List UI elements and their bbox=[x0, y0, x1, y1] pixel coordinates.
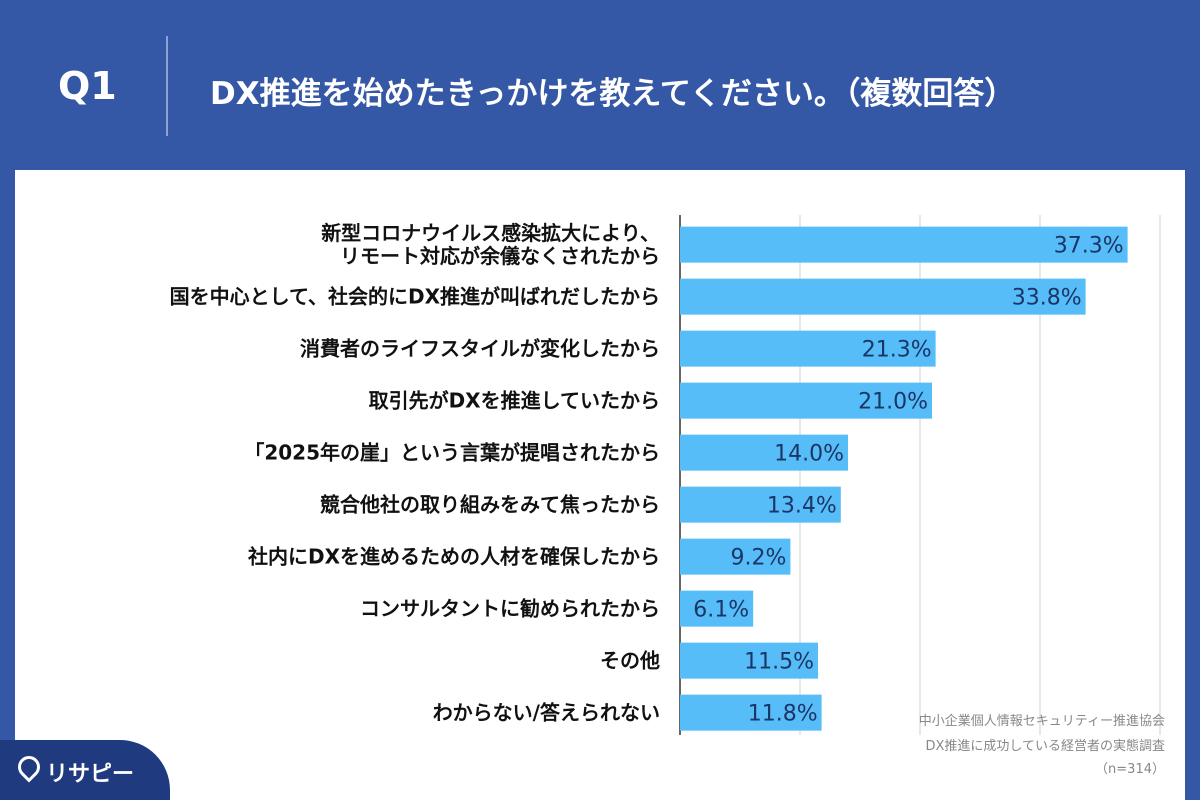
value-label: 21.3% bbox=[862, 338, 932, 363]
value-label: 14.0% bbox=[774, 442, 844, 467]
bar bbox=[680, 434, 848, 471]
category-label: 社内にDXを進めるための人材を確保したから bbox=[247, 544, 660, 569]
bar bbox=[680, 226, 1128, 263]
category-label: 競合他社の取り組みをみて焦ったから bbox=[320, 492, 660, 517]
bar bbox=[680, 694, 822, 731]
source: （n=314） bbox=[1095, 762, 1165, 777]
category-label: コンサルタントに勧められたから bbox=[360, 596, 660, 621]
title: DX推進を始めたきっかけを教えてください。（複数回答） bbox=[210, 76, 1016, 112]
value-label: 21.0% bbox=[858, 390, 928, 415]
bar bbox=[680, 278, 1086, 315]
value-label: 11.5% bbox=[744, 650, 814, 675]
value-label: 13.4% bbox=[767, 494, 837, 519]
value-label: 9.2% bbox=[730, 546, 786, 571]
category-label: 取引先がDXを推進していたから bbox=[368, 388, 660, 413]
value-label: 6.1% bbox=[693, 598, 749, 623]
source: DX推進に成功している経営者の実態調査 bbox=[925, 739, 1165, 754]
category-label: 国を中心として、社会的にDX推進が叫ばれだしたから bbox=[169, 284, 660, 309]
logo-icon bbox=[13, 751, 45, 783]
panel bbox=[15, 170, 1185, 800]
logo-text: リサピー bbox=[46, 762, 135, 787]
category-label: 「2025年の崖」という言葉が提唱されたから bbox=[244, 440, 660, 465]
question-label: Q1 bbox=[58, 64, 117, 108]
value-label: 11.8% bbox=[748, 702, 818, 727]
category-label: 新型コロナウイルス感染拡大により、 リモート対応が余儀なくされたから bbox=[321, 220, 660, 268]
category-label: わからない/答えられない bbox=[432, 700, 660, 725]
bar bbox=[680, 642, 818, 679]
bar bbox=[680, 486, 841, 523]
value-label: 37.3% bbox=[1054, 234, 1124, 259]
divider bbox=[166, 36, 168, 136]
bar bbox=[680, 330, 936, 367]
bar bbox=[680, 382, 932, 419]
value-label: 33.8% bbox=[1012, 286, 1082, 311]
bar bbox=[680, 590, 754, 627]
category-label: 消費者のライフスタイルが変化したから bbox=[300, 336, 660, 361]
source: 中小企業個人情報セキュリティー推進協会 bbox=[918, 714, 1165, 729]
category-label: その他 bbox=[600, 648, 660, 673]
logo: リサピー bbox=[0, 740, 170, 800]
bar bbox=[680, 538, 791, 575]
